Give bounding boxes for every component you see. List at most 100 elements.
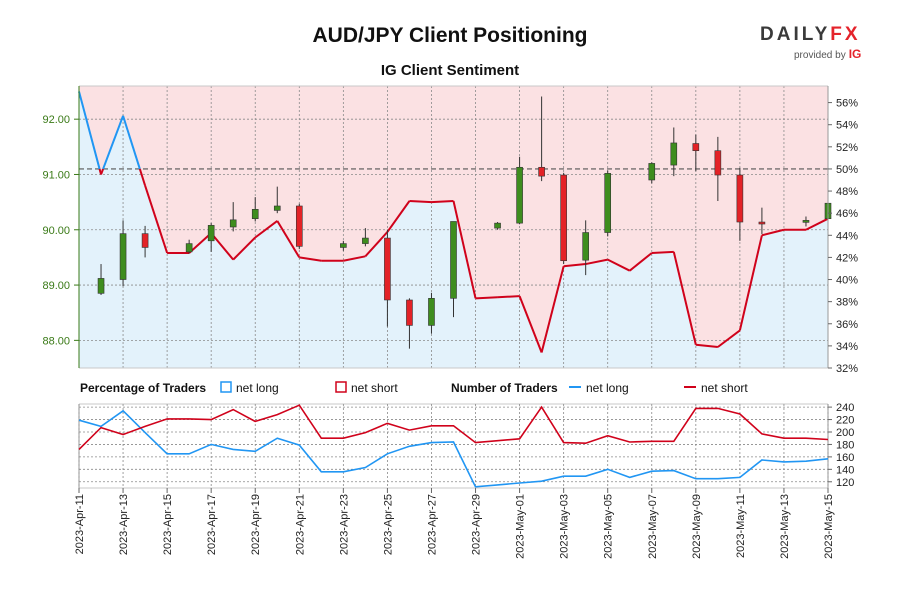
sentiment-line-segment	[651, 250, 674, 254]
sentiment-line-segment	[672, 251, 697, 346]
sentiment-line-segment	[254, 220, 278, 239]
date-tick-label: 2023-May-15	[823, 494, 835, 559]
count-tick-label: 220	[836, 415, 854, 427]
candle-body	[538, 166, 545, 177]
sentiment-line-segment	[695, 343, 718, 348]
percent-tick-label: 34%	[836, 341, 858, 353]
candle-body	[295, 205, 303, 247]
price-tick-label: 91.00	[42, 169, 70, 181]
date-tick-label: 2023-Apr-17	[206, 494, 218, 555]
candle-body	[273, 205, 281, 211]
count-tick-label: 120	[836, 477, 854, 489]
sentiment-line-segment	[607, 258, 631, 272]
legend-pct-long-swatch	[220, 381, 232, 393]
candle-body	[119, 233, 127, 280]
sentiment-line-segment	[540, 266, 565, 353]
price-tick-label: 88.00	[42, 335, 70, 347]
price-sentiment-panel: 92.00 91.00 90.00 89.00 88.00 56% 54% 52% 50% 48%…	[42, 85, 858, 375]
percent-tick-label: 46%	[836, 208, 858, 220]
sentiment-line-segment	[138, 168, 147, 186]
percent-tick-label: 56%	[836, 98, 858, 110]
sentiment-line-segment	[431, 200, 454, 204]
sentiment-line-segment	[761, 228, 785, 237]
chart-title: AUD/JPY Client Positioning	[312, 24, 588, 47]
date-tick-label: 2023-May-03	[559, 494, 571, 559]
count-tick-label: 140	[836, 464, 854, 476]
candle-body	[450, 221, 457, 299]
sentiment-line-segment	[629, 252, 653, 272]
candle-body	[758, 221, 766, 225]
sentiment-line-segment	[102, 115, 124, 170]
percent-tick-label: 44%	[836, 230, 858, 242]
percent-tick-label: 36%	[836, 319, 858, 331]
legend-num-short-label: net short	[701, 381, 748, 395]
sentiment-line-segment	[122, 115, 141, 170]
chart-subtitle: IG Client Sentiment	[380, 62, 520, 79]
legend-pct-short-label: net short	[351, 381, 398, 395]
legend-pct-short-swatch	[335, 381, 347, 393]
brand-provided-by: provided by	[794, 50, 846, 61]
sentiment-line-segment	[585, 258, 608, 266]
candle-body	[670, 142, 678, 166]
candle-body	[428, 298, 435, 326]
candle-body	[494, 222, 501, 229]
candle-body	[406, 299, 413, 326]
sentiment-line-segment	[717, 329, 741, 348]
date-tick-label: 2023-May-13	[779, 494, 791, 559]
sentiment-line-segment	[343, 255, 366, 262]
net-short-area	[79, 86, 828, 353]
candle-body	[384, 237, 391, 301]
price-tick-label: 92.00	[42, 114, 70, 126]
legend-num-title: Number of Traders	[451, 381, 558, 395]
date-tick-label: 2023-May-11	[735, 494, 747, 558]
sentiment-line-segment	[805, 217, 829, 231]
percent-tick-label: 48%	[836, 186, 858, 198]
dailyfx-logo: DAILYFX provided by IG	[760, 24, 870, 64]
date-tick-label: 2023-Apr-23	[338, 494, 350, 555]
date-tick-label: 2023-May-01	[515, 494, 527, 559]
candle-body	[516, 166, 523, 224]
brand-fx: FX	[830, 24, 861, 45]
sentiment-line-segment	[144, 185, 169, 254]
percent-tick-label: 32%	[836, 363, 858, 375]
sentiment-line-segment	[497, 295, 520, 299]
candle-body	[141, 233, 149, 248]
date-tick-label: 2023-May-09	[691, 494, 703, 559]
date-tick-label: 2023-Apr-19	[250, 494, 262, 555]
legend-pct-long-label: net long	[236, 381, 279, 395]
date-tick-label: 2023-Apr-29	[471, 494, 483, 555]
candle-body	[185, 243, 193, 253]
date-tick-label: 2023-Apr-25	[382, 494, 394, 555]
candle-body	[560, 174, 567, 262]
candle-body	[692, 143, 700, 151]
legend: Percentage of Traders net long net short…	[80, 381, 748, 395]
candle-body	[362, 237, 369, 244]
legend-num-long-label: net long	[586, 381, 629, 395]
candle-body	[802, 220, 810, 223]
candle-body	[229, 219, 237, 228]
percent-tick-label: 40%	[836, 275, 858, 287]
sentiment-line-segment	[386, 200, 411, 233]
legend-pct-title: Percentage of Traders	[80, 381, 206, 395]
count-tick-label: 180	[836, 439, 854, 451]
sentiment-line-segment	[364, 231, 389, 257]
percent-tick-label: 38%	[836, 297, 858, 309]
sentiment-line-segment	[738, 235, 763, 331]
brand-daily: DAILY	[760, 24, 831, 45]
ig-logo: IG	[848, 47, 862, 61]
count-tick-label: 200	[836, 427, 854, 439]
sentiment-line-segment	[210, 232, 234, 261]
candle-body	[251, 209, 259, 220]
sentiment-line-segment	[276, 220, 301, 258]
percent-tick-label: 52%	[836, 142, 858, 154]
brand-wordmark: DAILYFX	[760, 24, 861, 46]
count-tick-label: 240	[836, 402, 854, 414]
candle-body	[648, 163, 656, 181]
price-tick-label: 89.00	[42, 280, 70, 292]
x-axis: 2023-Apr-11 2023-Apr-13 2023-Apr-15 2023-Ap…	[74, 488, 835, 559]
date-tick-label: 2023-Apr-27	[426, 494, 438, 555]
net-long-count-line	[78, 409, 829, 488]
sentiment-line-segment	[78, 91, 101, 170]
date-tick-label: 2023-Apr-21	[294, 494, 306, 555]
